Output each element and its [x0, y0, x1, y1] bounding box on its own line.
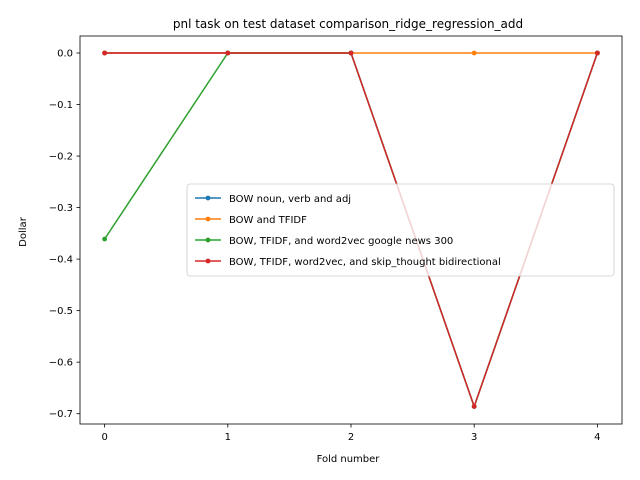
y-tick-label: 0.0 [57, 49, 73, 60]
x-tick-label: 4 [594, 432, 600, 443]
data-point [102, 50, 108, 56]
plot-area: 0 1 2 3 4 0.0 −0.1 −0.2 −0.3 −0.4 −0.5 −0.6 −0.7 [49, 35, 623, 443]
legend-label: BOW noun, verb and adj [229, 194, 351, 205]
data-point [348, 50, 354, 56]
y-tick-label: −0.3 [49, 203, 73, 214]
data-point [225, 50, 231, 56]
legend-marker [205, 216, 211, 222]
legend-marker [205, 195, 211, 201]
x-axis-label: Fold number [317, 454, 381, 465]
legend-label: BOW, TFIDF, word2vec, and skip_thought b… [229, 257, 501, 268]
legend-marker [205, 237, 211, 243]
data-point [471, 404, 477, 409]
x-tick-label: 1 [225, 432, 231, 443]
chart-title: pnl task on test dataset comparison_ridg… [173, 17, 523, 31]
y-tick-label: −0.2 [49, 152, 73, 163]
y-tick-label: −0.6 [49, 358, 73, 369]
legend-label: BOW and TFIDF [229, 215, 307, 226]
legend-label: BOW, TFIDF, and word2vec google news 300 [229, 236, 453, 247]
legend-marker [205, 258, 211, 264]
y-tick-label: −0.7 [49, 409, 73, 420]
data-point [594, 50, 600, 56]
x-tick-label: 3 [471, 432, 477, 443]
y-axis-label: Dollar [18, 216, 29, 247]
y-tick-label: −0.5 [49, 306, 73, 317]
legend-box [186, 183, 615, 277]
y-tick-label: −0.4 [49, 255, 73, 266]
x-tick-label: 0 [101, 432, 107, 443]
legend: BOW noun, verb and adj BOW and TFIDF BOW, … [186, 183, 615, 277]
data-point [471, 50, 477, 56]
y-tick-label: −0.1 [49, 100, 73, 111]
data-point [102, 236, 108, 242]
x-tick-label: 2 [348, 432, 354, 443]
